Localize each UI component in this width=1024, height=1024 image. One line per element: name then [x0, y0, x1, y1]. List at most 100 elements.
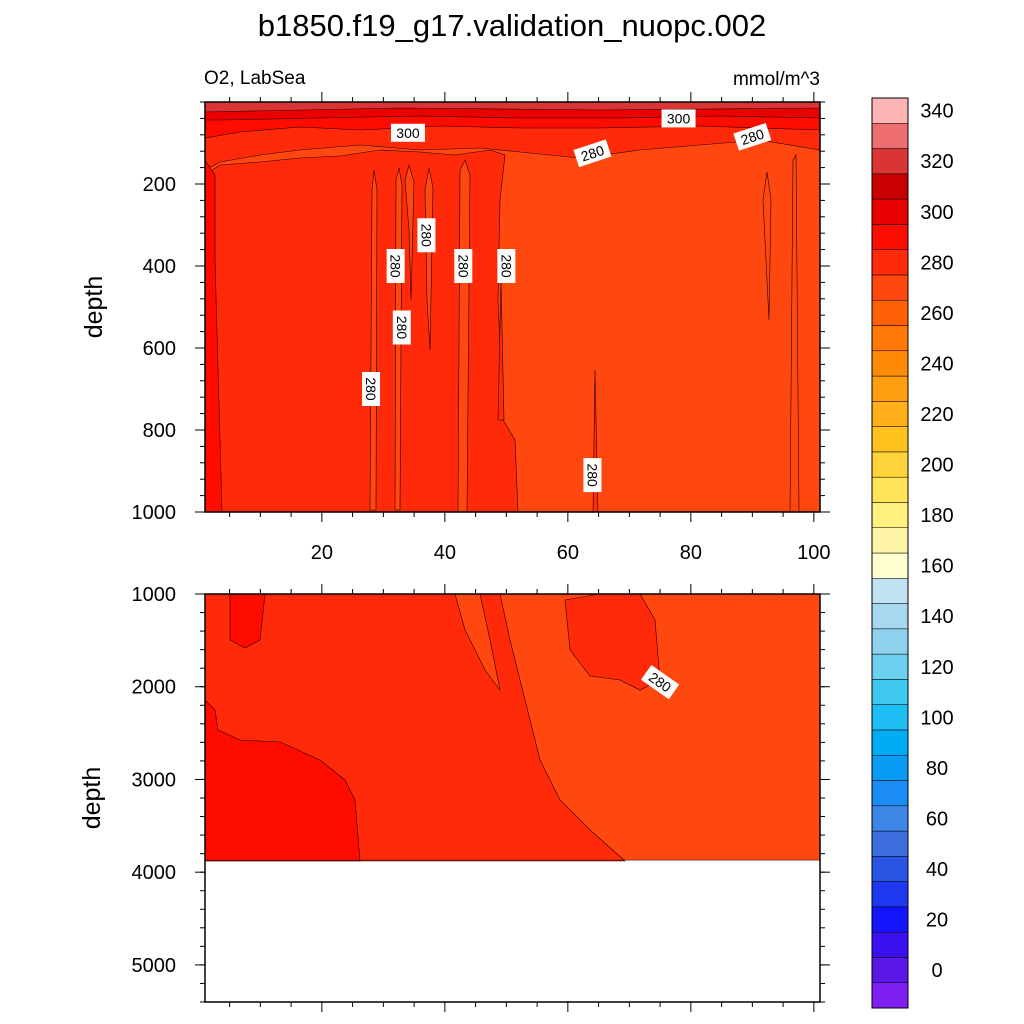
colorbar-swatch — [871, 931, 909, 958]
colorbar-swatch — [871, 856, 909, 882]
contour-label-box — [661, 109, 696, 128]
contour-label: 300 — [661, 109, 696, 128]
contour-label: 300 — [390, 123, 425, 142]
contour-label: 280 — [392, 310, 411, 345]
colorbar-label: 80 — [926, 758, 948, 780]
colorbar-swatch — [871, 578, 909, 604]
contour-label: 280 — [454, 249, 473, 283]
colorbar-swatch — [871, 906, 909, 933]
contour-label-box — [417, 218, 436, 253]
colorbar-swatch — [871, 97, 909, 124]
colorbar-swatch — [871, 350, 909, 377]
colorbar-swatch — [871, 527, 909, 554]
colorbar-frame — [871, 97, 909, 1009]
contour-label-text: 300 — [396, 125, 420, 141]
contour-label-text: 280 — [739, 126, 766, 149]
colorbar-label: 300 — [920, 202, 953, 224]
colorbar-swatch — [871, 325, 909, 352]
colorbar-label: 180 — [920, 505, 953, 527]
colorbar-label: 120 — [920, 657, 953, 679]
y-tick-label: 3000 — [132, 769, 177, 791]
colorbar-swatch — [871, 881, 909, 908]
colorbar-label: 220 — [920, 404, 953, 426]
colorbar-swatch — [871, 476, 909, 503]
lower-panel-frame — [204, 593, 821, 1003]
colorbar-label: 280 — [920, 252, 953, 274]
colorbar-swatch — [871, 198, 909, 225]
field-spike-270-a — [369, 169, 378, 511]
colorbar-swatch — [871, 754, 909, 781]
contour-label-box — [573, 139, 612, 168]
x-tick-label: 60 — [557, 542, 579, 564]
colorbar-label: 160 — [920, 556, 953, 578]
field-region-290-deep — [204, 593, 361, 862]
y-tick-label: 5000 — [132, 955, 177, 977]
units-label: mmol/m^3 — [733, 69, 820, 90]
colorbar-label: 140 — [920, 606, 953, 628]
colorbar-swatch — [871, 299, 909, 326]
contour-label-text: 280 — [584, 463, 600, 487]
x-tick-label: 100 — [797, 542, 830, 564]
y-tick-label: 600 — [143, 338, 176, 360]
contour-label-text: 280 — [418, 224, 434, 248]
colorbar-swatch — [871, 274, 909, 301]
contour-label-text: 280 — [388, 254, 404, 278]
contour-label-box — [362, 372, 381, 406]
colorbar-swatch — [871, 780, 909, 807]
colorbar-label: 320 — [920, 151, 953, 173]
colorbar-label: 200 — [920, 455, 953, 477]
contour-label-box — [641, 664, 680, 700]
contour-label: 280 — [733, 123, 772, 151]
contour-label-box — [386, 249, 405, 283]
colorbar-swatch — [871, 679, 909, 705]
upper-panel-frame — [204, 101, 821, 513]
contour-label-text: 280 — [363, 377, 379, 401]
colorbar-swatch — [871, 805, 909, 832]
contour-label-box — [497, 249, 516, 283]
contour-label-box — [733, 123, 772, 151]
contour-label-box — [583, 458, 602, 493]
field-spike-260-h — [762, 171, 772, 321]
colorbar-label: 0 — [931, 960, 942, 982]
field-spike-270-d — [424, 167, 434, 351]
colorbar-swatch — [871, 451, 909, 478]
colorbar-swatch — [871, 375, 909, 402]
colorbar-label: 100 — [920, 707, 953, 729]
colorbar-swatch — [871, 502, 909, 528]
upper-ylabel: depth — [80, 276, 108, 339]
contour-label-box — [392, 310, 411, 345]
contour-label: 280 — [583, 458, 602, 493]
contour-label-text: 280 — [394, 316, 410, 340]
x-tick-label: 80 — [680, 542, 702, 564]
contour-label-text: 280 — [498, 254, 514, 278]
contour-label: 280 — [362, 372, 381, 406]
contour-label: 280 — [573, 139, 612, 168]
contour-label: 280 — [417, 218, 436, 253]
colorbar-swatch — [871, 426, 909, 453]
contour-label-box — [390, 123, 425, 142]
colorbar-swatch — [871, 123, 909, 149]
colorbar-swatch — [871, 552, 909, 579]
y-tick-label: 200 — [143, 174, 176, 196]
field-spike-270-c — [404, 163, 415, 301]
colorbar-label: 20 — [926, 910, 948, 932]
contour-label-text: 280 — [579, 142, 606, 165]
y-tick-label: 800 — [143, 420, 176, 442]
colorbar-swatch — [871, 401, 909, 427]
colorbar-label: 40 — [926, 859, 948, 881]
field-region-280-west — [204, 149, 519, 513]
colorbar-swatch — [871, 982, 909, 1009]
contour-label-text: 300 — [667, 110, 691, 126]
colorbar-swatch — [871, 224, 909, 250]
x-tick-label: 40 — [434, 542, 456, 564]
contour-label-box — [454, 249, 473, 283]
colorbar-swatch — [871, 603, 909, 630]
colorbar-swatch — [871, 729, 909, 756]
variable-label: O2, LabSea — [204, 68, 306, 89]
colorbar-swatch — [871, 830, 909, 857]
y-tick-label: 4000 — [132, 862, 177, 884]
colorbar-swatch — [871, 249, 909, 276]
y-tick-label: 1000 — [132, 584, 177, 606]
colorbar-label: 260 — [920, 303, 953, 325]
